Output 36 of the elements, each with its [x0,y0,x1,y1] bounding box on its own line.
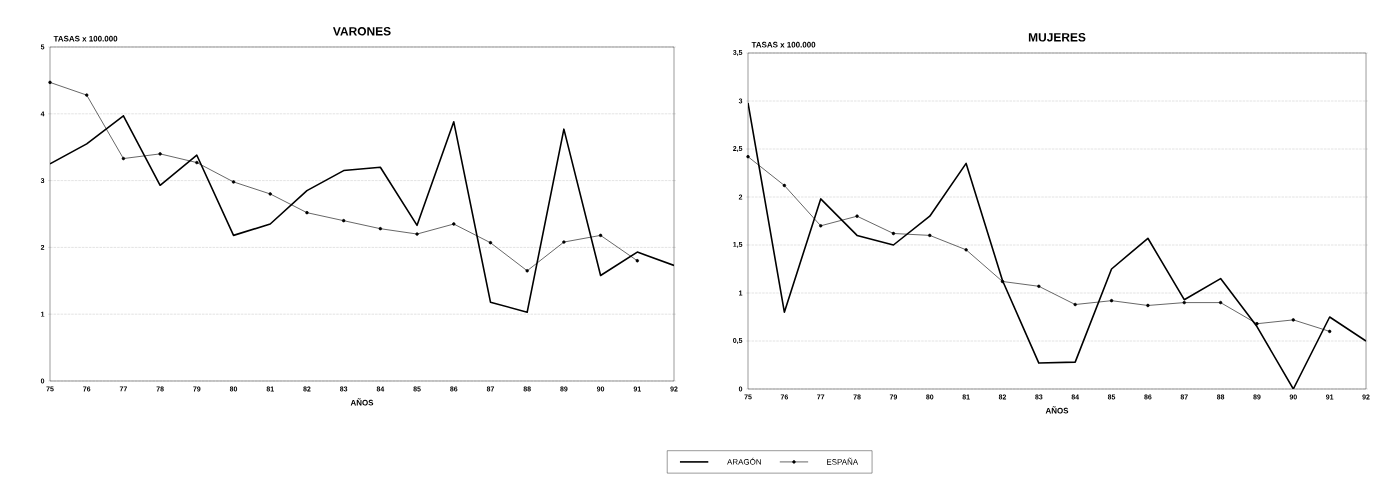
point [819,224,823,228]
point [452,222,456,226]
point [635,259,639,263]
point [525,269,529,273]
point [195,160,199,165]
chart-title: VARONES [332,27,391,36]
point [1073,302,1077,307]
point [1146,303,1150,308]
point [1291,318,1295,322]
point [1037,284,1041,288]
point [121,156,126,161]
point [231,180,236,184]
point [305,210,309,215]
point [415,232,419,236]
point [158,152,162,156]
point [341,218,346,223]
point [1182,300,1186,305]
point [964,248,968,252]
point [1255,322,1259,326]
point [268,192,272,196]
point [746,154,750,159]
point [562,240,566,244]
chart-title: MUJERES [1028,33,1086,42]
point [1109,298,1114,303]
point [598,233,603,238]
point [1327,329,1332,334]
point [1000,279,1005,284]
point [891,231,896,236]
point [1218,300,1223,305]
point [855,214,859,218]
point [85,93,89,97]
point [488,241,493,245]
point [782,183,787,188]
point [48,80,52,85]
point [378,227,383,231]
point [928,233,932,238]
